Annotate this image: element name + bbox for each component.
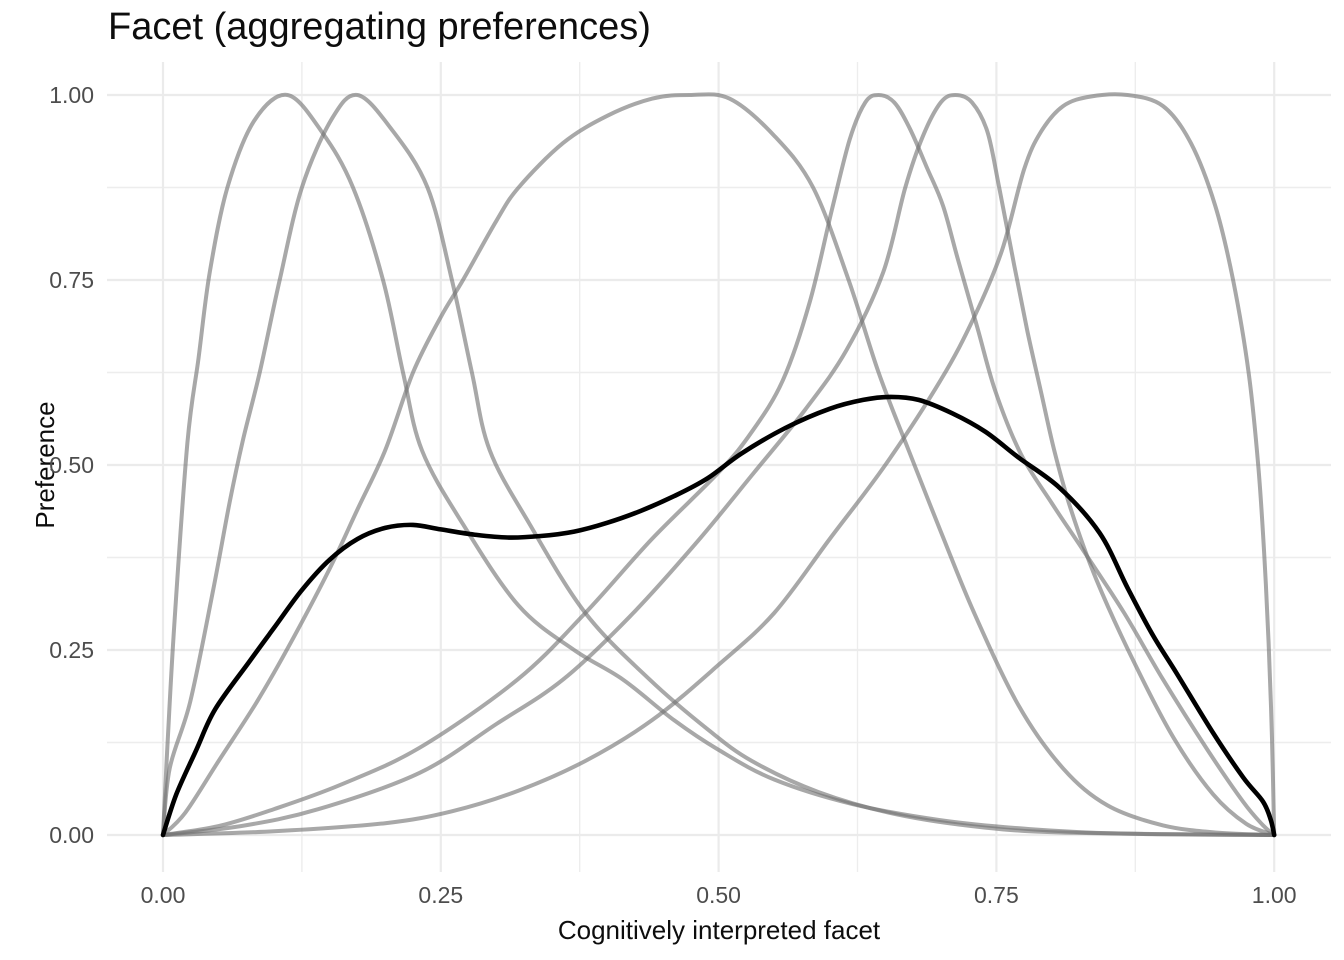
preference-component-6-curve — [161, 92, 1277, 837]
x-tick-label-0.50: 0.50 — [696, 882, 741, 908]
x-axis-title: Cognitively interpreted facet — [557, 915, 881, 945]
preference-component-2-curve — [161, 92, 1277, 837]
y-tick-label-0.00: 0.00 — [49, 822, 94, 848]
chart-title: Facet (aggregating preferences) — [108, 6, 651, 48]
x-tick-label-0.75: 0.75 — [974, 882, 1019, 908]
preference-component-5-curve — [161, 93, 1277, 837]
x-tick-label-0.00: 0.00 — [140, 882, 186, 908]
preference-component-3-curve — [161, 92, 1277, 837]
y-tick-label-0.25: 0.25 — [49, 637, 94, 663]
y-tick-label-0.75: 0.75 — [49, 267, 94, 293]
x-tick-label-0.25: 0.25 — [418, 882, 464, 908]
y-tick-label-0.50: 0.50 — [49, 452, 94, 478]
preference-component-4-curve — [161, 93, 1277, 837]
aggregated-preference-curve — [160, 394, 1277, 838]
x-tick-label-1.00: 1.00 — [1251, 882, 1297, 908]
y-tick-label-1.00: 1.00 — [49, 82, 94, 108]
